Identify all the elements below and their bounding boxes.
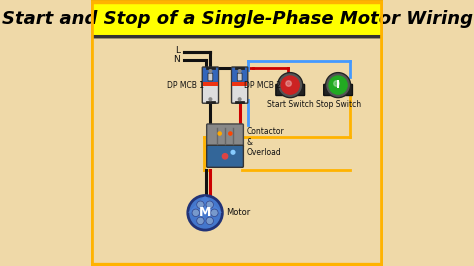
Circle shape [286,81,292,86]
FancyBboxPatch shape [231,67,248,103]
Bar [203,82,218,86]
Text: L: L [175,46,180,55]
Text: Motor: Motor [227,208,251,217]
Circle shape [222,154,228,159]
Circle shape [327,74,349,96]
Circle shape [278,73,303,98]
Text: DP MCB 2: DP MCB 2 [244,81,281,90]
FancyBboxPatch shape [207,124,243,147]
Circle shape [206,201,213,209]
Circle shape [229,132,232,135]
Circle shape [334,81,339,86]
Circle shape [188,196,222,230]
Circle shape [329,76,347,94]
FancyBboxPatch shape [207,145,243,167]
FancyBboxPatch shape [208,73,213,81]
Polygon shape [188,196,222,213]
Text: M: M [199,206,211,219]
Circle shape [326,73,351,98]
Circle shape [281,76,299,94]
Circle shape [197,217,204,225]
Circle shape [238,70,241,72]
Text: Start Switch: Start Switch [267,100,314,109]
Text: DP MCB 1: DP MCB 1 [167,81,204,90]
Circle shape [209,98,212,101]
Text: N: N [173,55,180,64]
Text: Stop Switch: Stop Switch [316,100,361,109]
FancyBboxPatch shape [324,84,353,95]
FancyBboxPatch shape [202,67,219,103]
Text: I: I [336,80,340,90]
Circle shape [279,74,301,96]
Text: Start and Stop of a Single-Phase Motor Wiring: Start and Stop of a Single-Phase Motor W… [1,10,473,28]
FancyBboxPatch shape [232,67,247,82]
FancyBboxPatch shape [91,1,383,37]
Circle shape [218,132,221,135]
Circle shape [206,217,213,225]
FancyBboxPatch shape [202,67,218,82]
Circle shape [192,209,200,217]
Circle shape [238,98,241,101]
Circle shape [231,151,235,154]
FancyBboxPatch shape [276,84,305,95]
Circle shape [210,209,218,217]
Text: Contactor
&
Overload: Contactor & Overload [246,127,284,157]
Circle shape [209,70,212,72]
Bar [232,82,247,86]
FancyBboxPatch shape [237,73,242,81]
Circle shape [197,201,204,209]
